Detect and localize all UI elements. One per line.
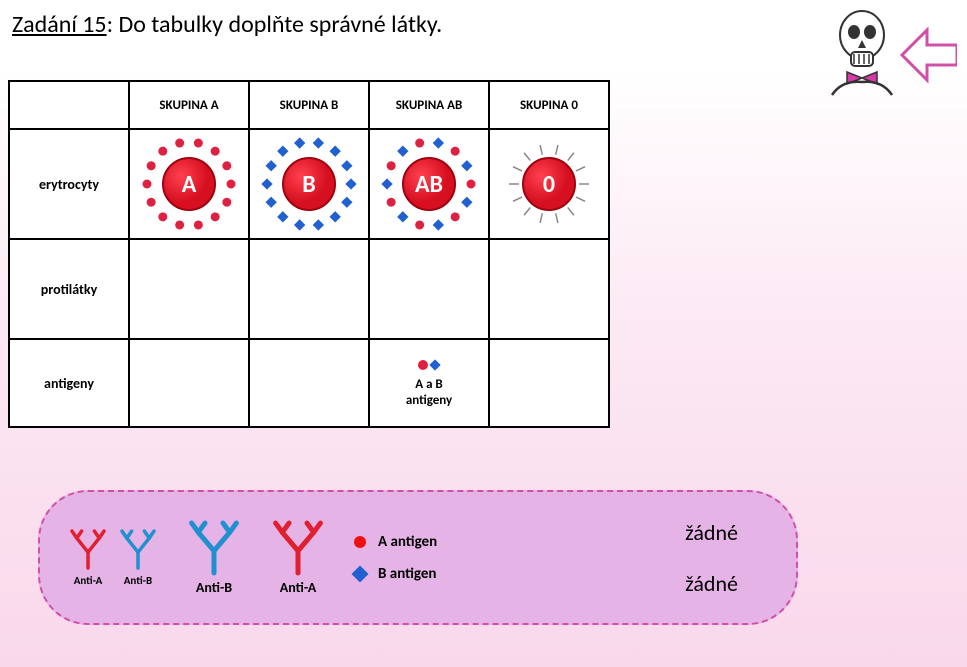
table-header-row: SKUPINA A SKUPINA B SKUPINA AB SKUPINA 0 xyxy=(9,81,609,129)
bank-item-none[interactable]: žádné xyxy=(685,519,738,546)
corner-cell xyxy=(9,81,129,129)
antigen-ab-cell[interactable]: A a Bantigeny xyxy=(369,339,489,427)
antigen-ab-label: A a Bantigeny xyxy=(406,377,452,408)
drop-cell[interactable] xyxy=(489,339,609,427)
drop-cell[interactable] xyxy=(249,339,369,427)
ery-cell[interactable]: 0 xyxy=(489,129,609,239)
title-label: Zadání 15 xyxy=(12,10,107,39)
drop-cell[interactable] xyxy=(249,239,369,339)
col-header: SKUPINA 0 xyxy=(489,81,609,129)
bank-item-a-antigen[interactable]: A antigen xyxy=(354,533,437,551)
bank-item-anti-a-b-pair[interactable]: Anti-A Anti-B xyxy=(68,528,158,587)
ery-cell[interactable]: B xyxy=(249,129,369,239)
bank-label: A antigen xyxy=(378,533,437,551)
row-header: protilátky xyxy=(9,239,129,339)
ery-cell[interactable]: AB xyxy=(369,129,489,239)
table-row: erytrocyty A B AB 0 xyxy=(9,129,609,239)
bank-item-anti-a[interactable]: Anti-A xyxy=(270,519,326,596)
blood-group-table: SKUPINA A SKUPINA B SKUPINA AB SKUPINA 0… xyxy=(8,80,610,428)
drop-cell[interactable] xyxy=(129,239,249,339)
drop-cell[interactable] xyxy=(369,239,489,339)
svg-text:A: A xyxy=(182,170,197,199)
bank-item-b-antigen[interactable]: B antigen xyxy=(354,565,437,583)
row-header: erytrocyty xyxy=(9,129,129,239)
svg-text:0: 0 xyxy=(543,170,555,199)
row-header: antigeny xyxy=(9,339,129,427)
drop-cell[interactable] xyxy=(129,339,249,427)
ery-cell[interactable]: A xyxy=(129,129,249,239)
bank-label: Anti-A xyxy=(74,574,103,587)
b-antigen-icon xyxy=(352,565,369,582)
col-header: SKUPINA B xyxy=(249,81,369,129)
col-header: SKUPINA AB xyxy=(369,81,489,129)
skeleton-icon[interactable] xyxy=(817,0,957,110)
drop-cell[interactable] xyxy=(489,239,609,339)
answer-bank: Anti-A Anti-B Anti-B Anti-A A antigen B … xyxy=(38,490,798,625)
bank-item-anti-b[interactable]: Anti-B xyxy=(186,519,242,596)
bank-label: Anti-B xyxy=(196,579,232,596)
bank-label: Anti-B xyxy=(124,574,152,587)
svg-text:AB: AB xyxy=(415,170,443,199)
table-row: antigeny A a Bantigeny xyxy=(9,339,609,427)
bank-item-none[interactable]: žádné xyxy=(685,570,738,597)
a-antigen-icon xyxy=(354,536,366,548)
col-header: SKUPINA A xyxy=(129,81,249,129)
table-row: protilátky xyxy=(9,239,609,339)
svg-text:B: B xyxy=(302,170,315,199)
bank-label: B antigen xyxy=(378,565,436,583)
bank-label: Anti-A xyxy=(280,579,316,596)
page-title: Zadání 15: Do tabulky doplňte správné lá… xyxy=(12,10,442,39)
title-rest: : Do tabulky doplňte správné látky. xyxy=(107,10,443,39)
